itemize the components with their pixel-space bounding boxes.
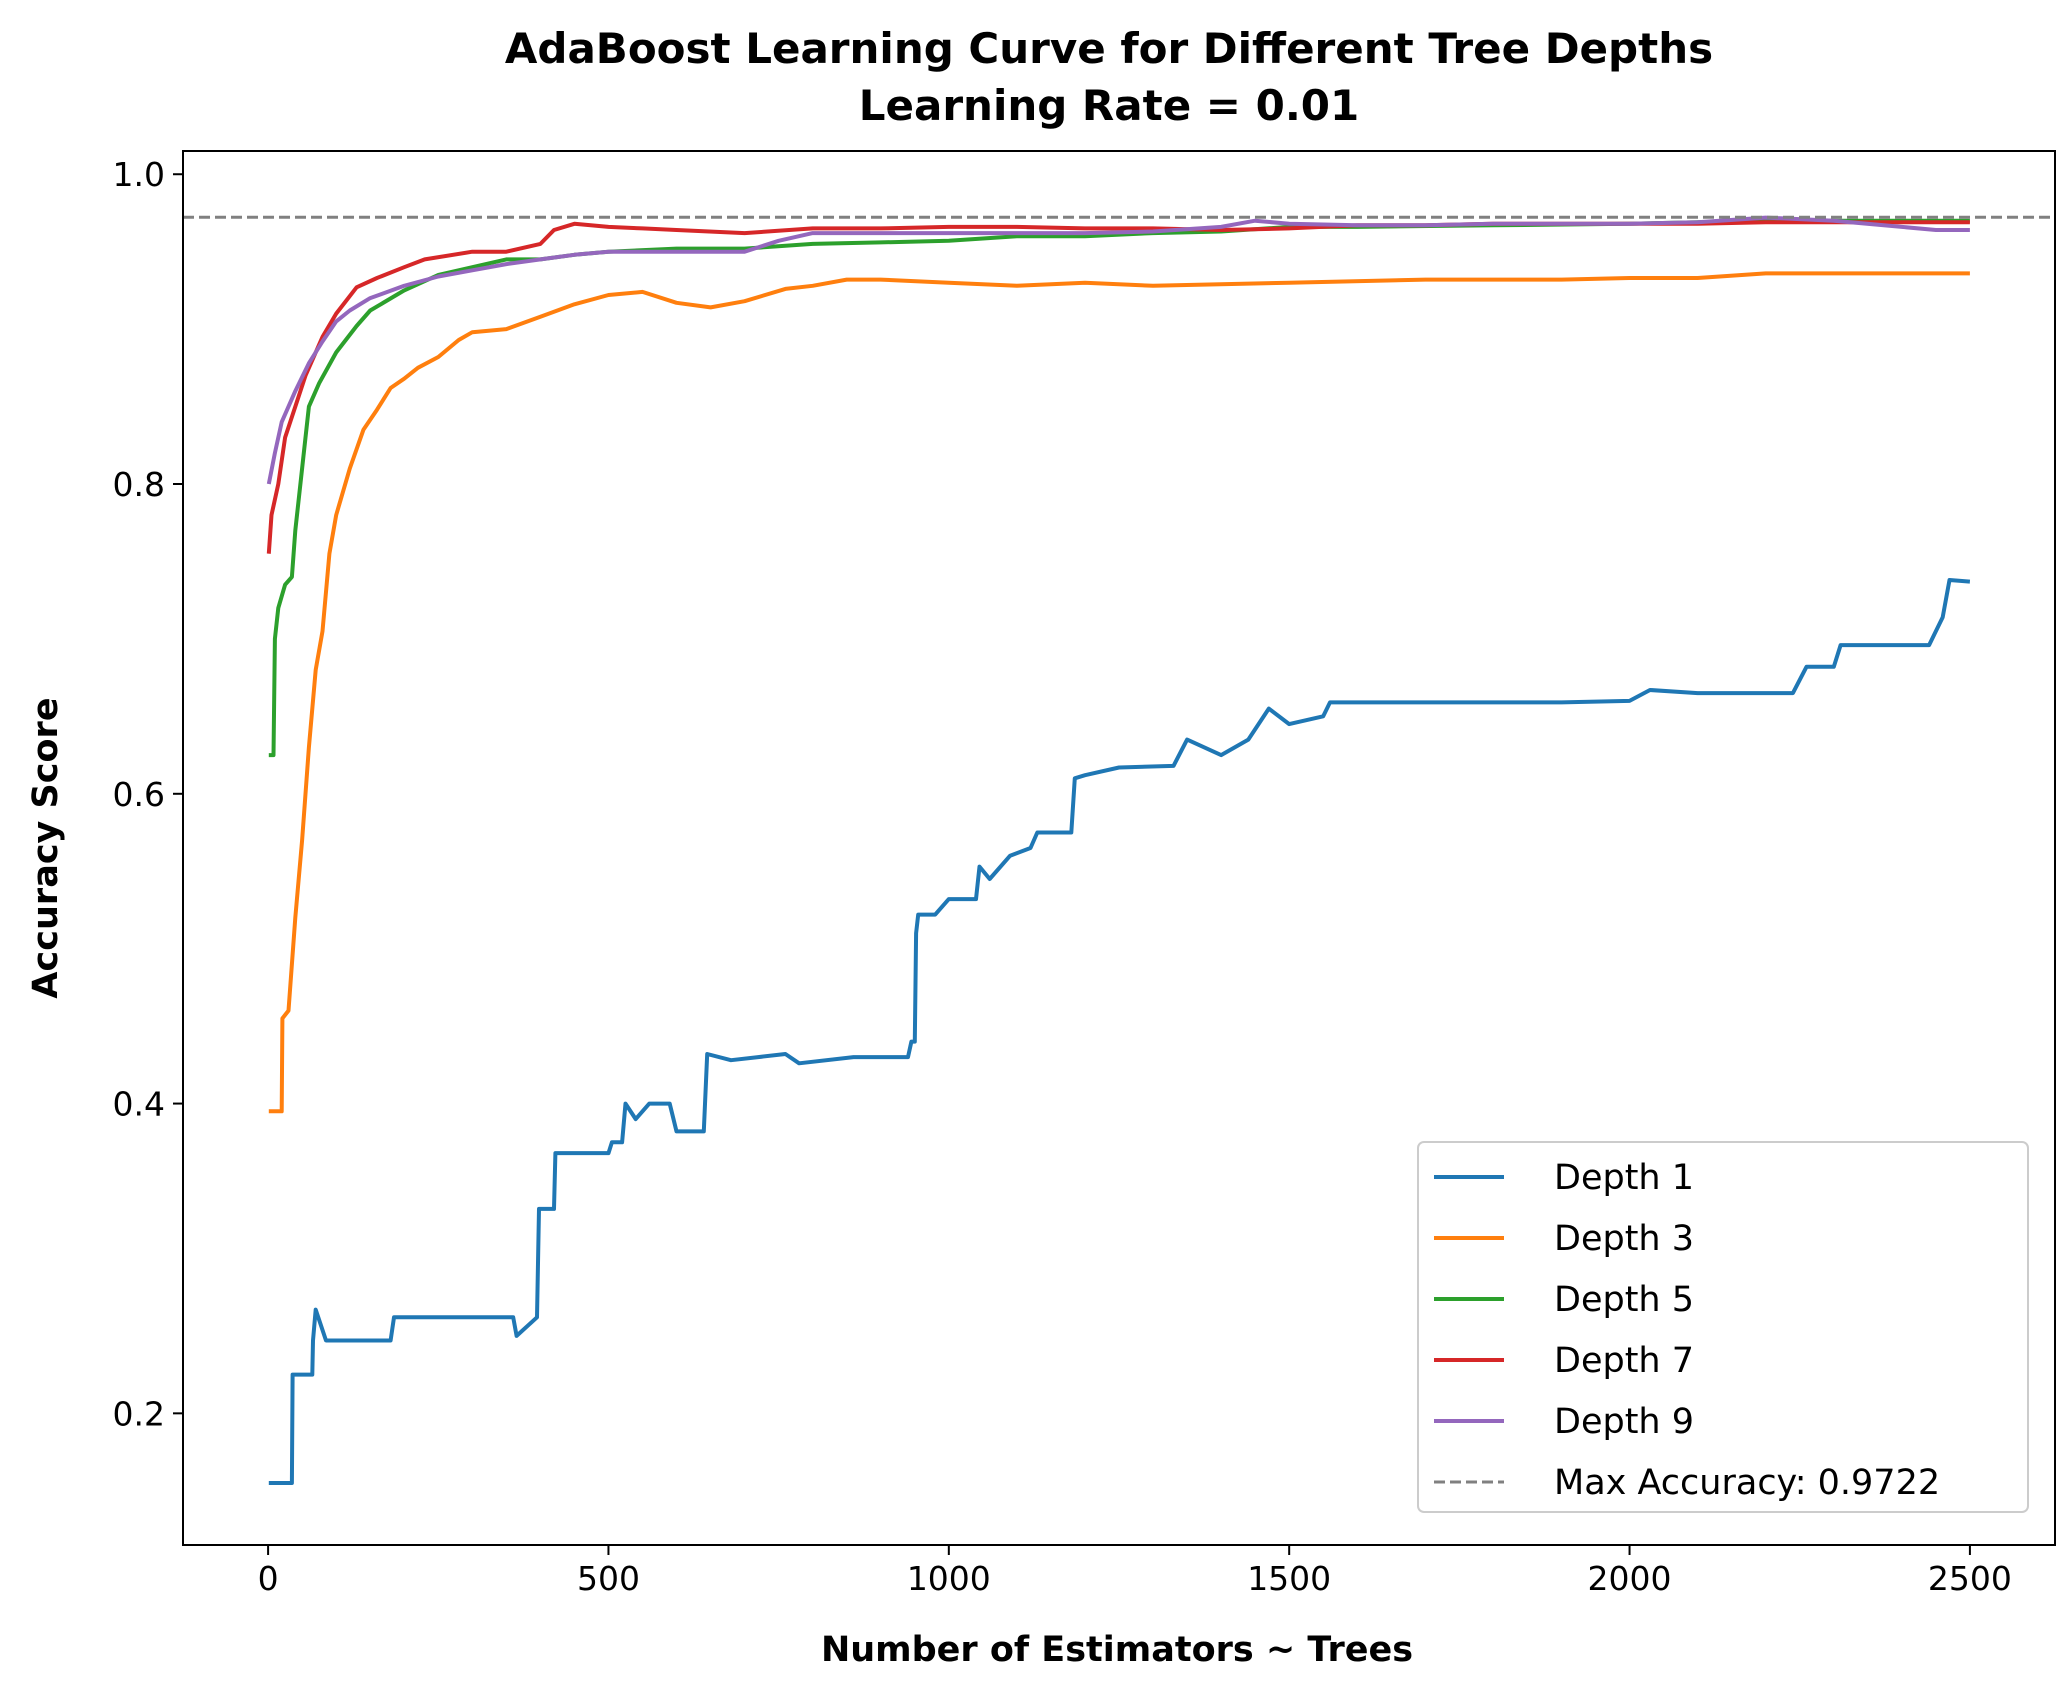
- legend-box: [1417, 1141, 2029, 1513]
- x-tick-label: 500: [577, 1559, 640, 1598]
- series-line-depth-9: [266, 215, 1970, 485]
- chart-title: AdaBoost Learning Curve for Different Tr…: [505, 24, 1713, 73]
- series-line-depth-5: [268, 218, 1970, 758]
- legend-label: Depth 3: [1554, 1219, 1694, 1259]
- series-line-depth-7: [266, 220, 1970, 554]
- y-tick-label: 0.4: [113, 1085, 165, 1124]
- x-axis-label: Number of Estimators ~ Trees: [821, 1630, 1413, 1670]
- legend-label: Max Accuracy: 0.9722: [1554, 1463, 1940, 1503]
- chart-subtitle: Learning Rate = 0.01: [859, 81, 1360, 130]
- series-layer: [183, 215, 2055, 1485]
- y-tick-label: 1.0: [113, 155, 165, 194]
- x-tick-label: 1000: [907, 1559, 991, 1598]
- x-tick-label: 2500: [1928, 1559, 2012, 1598]
- legend: Depth 1 Depth 3 Depth 5 Depth 7 Depth 9 Max A…: [1417, 1141, 2029, 1513]
- x-tick-label: 1500: [1247, 1559, 1331, 1598]
- legend-label: Depth 5: [1554, 1280, 1694, 1320]
- legend-label: Depth 1: [1554, 1158, 1694, 1198]
- y-tick-label: 0.8: [113, 465, 165, 504]
- x-tick-label: 0: [258, 1559, 279, 1598]
- series-line-depth-1: [268, 578, 1971, 1485]
- plot-frame: [182, 150, 2056, 1546]
- legend-label: Depth 7: [1554, 1341, 1694, 1381]
- x-tick-label: 2000: [1588, 1559, 1672, 1598]
- axes-layer: 0 500 1000 1500 2000 2500 0.2 0.4 0.6 0.8 1.0: [113, 150, 2056, 1598]
- y-axis-label: Accuracy Score: [26, 697, 66, 998]
- y-tick-label: 0.2: [113, 1394, 165, 1433]
- series-line-depth-3: [268, 271, 1970, 1114]
- legend-label: Depth 9: [1554, 1402, 1694, 1442]
- y-tick-label: 0.6: [113, 775, 165, 814]
